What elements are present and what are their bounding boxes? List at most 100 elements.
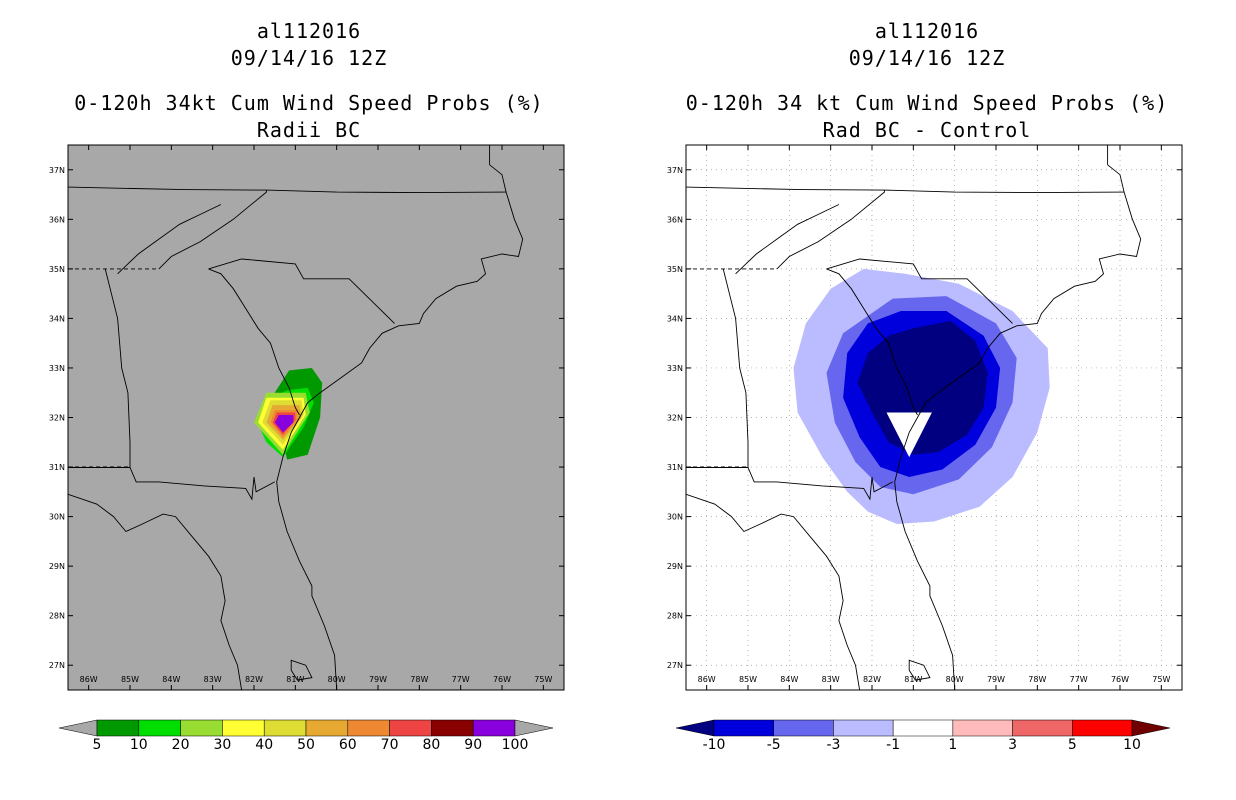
- lake-okeechobee: [908, 659, 931, 681]
- left-title-date: 09/14/16 12Z: [230, 46, 388, 70]
- left-title-storm: al112016: [256, 19, 362, 43]
- boundary-line-2: [894, 164, 1142, 690]
- lon-label-76W: 76W: [493, 675, 511, 684]
- lat-label-33N: 33N: [49, 364, 65, 373]
- left-colorbar-swatch-10: [472, 719, 516, 737]
- lat-label-30N: 30N: [667, 513, 683, 522]
- lon-label-78W: 78W: [1028, 675, 1046, 684]
- lat-label-35N: 35N: [49, 265, 65, 274]
- lon-label-86W: 86W: [698, 675, 716, 684]
- left-colorbar-label-4: 30: [213, 737, 231, 753]
- lon-label-85W: 85W: [121, 675, 139, 684]
- left-colorbar-swatch-7: [347, 719, 390, 737]
- lat-label-33N: 33N: [667, 364, 683, 373]
- lon-label-78W: 78W: [410, 675, 428, 684]
- lon-label-80W: 80W: [328, 675, 346, 684]
- left-colorbar-label-6: 50: [297, 737, 315, 753]
- left-colorbar-swatch-8: [389, 719, 432, 737]
- lon-label-80W: 80W: [946, 675, 964, 684]
- lon-label-79W: 79W: [369, 675, 387, 684]
- right-title-product: 0-120h 34 kt Cum Wind Speed Probs (%): [685, 91, 1169, 115]
- left-colorbar-swatch-6: [305, 719, 349, 737]
- left-colorbar-label-10: 90: [464, 737, 482, 753]
- left-colorbar-swatch-4: [222, 719, 265, 737]
- lon-label-77W: 77W: [452, 675, 470, 684]
- lon-label-83W: 83W: [822, 675, 840, 684]
- right-colorbar-label-5: 1: [948, 737, 957, 753]
- left-title-experiment: Radii BC: [256, 118, 362, 142]
- right-colorbar-label-6: 3: [1008, 737, 1017, 753]
- left-colorbar-over-triangle: [514, 719, 554, 737]
- left-colorbar-swatch-9: [431, 719, 474, 737]
- lon-label-82W: 82W: [863, 675, 881, 684]
- right-colorbar-swatch-7: [1072, 719, 1133, 737]
- lat-label-29N: 29N: [667, 562, 683, 571]
- left-colorbar-label-2: 10: [130, 737, 148, 753]
- boundary-line-10: [117, 204, 222, 275]
- boundary-line-10: [735, 204, 840, 275]
- probability-contour-9: [274, 415, 294, 433]
- left-colorbar-label-3: 20: [172, 737, 190, 753]
- left-title-product: 0-120h 34kt Cum Wind Speed Probs (%): [74, 91, 544, 115]
- right-colorbar-swatch-5: [952, 719, 1013, 737]
- boundary-line-9: [686, 186, 1125, 194]
- right-colorbar-swatch-1: [713, 719, 774, 737]
- boundary-line-6: [826, 268, 918, 416]
- lon-label-75W: 75W: [1152, 675, 1170, 684]
- lat-label-37N: 37N: [49, 166, 65, 175]
- left-colorbar-swatch-3: [180, 719, 223, 737]
- lon-label-81W: 81W: [904, 675, 922, 684]
- boundary-line-9: [68, 186, 507, 194]
- right-colorbar-swatch-2: [773, 719, 834, 737]
- boundary-line-6: [208, 268, 300, 416]
- left-panel: al112016 09/14/16 12Z 0-120h 34kt Cum Wi…: [49, 19, 565, 753]
- right-title-storm: al112016: [874, 19, 980, 43]
- lat-label-29N: 29N: [49, 562, 65, 571]
- boundary-line-1: [686, 493, 861, 690]
- boundary-line-1: [68, 493, 243, 690]
- right-map: 86W 85W 84W 83W 82W 81W 80W 79W 78W 77W 76W 75W 37N 3…: [667, 144, 1183, 753]
- boundary-line-7: [826, 258, 1013, 324]
- lon-label-84W: 84W: [780, 675, 798, 684]
- lat-label-36N: 36N: [667, 215, 683, 224]
- lat-label-34N: 34N: [49, 314, 65, 323]
- lat-label-28N: 28N: [667, 612, 683, 621]
- lat-label-28N: 28N: [49, 612, 65, 621]
- right-colorbar-label-3: -3: [826, 737, 840, 753]
- boundary-line-7: [208, 258, 395, 324]
- left-colorbar-label-8: 70: [381, 737, 399, 753]
- boundary-line-2: [276, 164, 524, 690]
- lon-label-84W: 84W: [162, 675, 180, 684]
- lat-label-36N: 36N: [49, 215, 65, 224]
- right-colorbar-swatch-6: [1012, 719, 1073, 737]
- lon-label-79W: 79W: [987, 675, 1005, 684]
- lon-label-75W: 75W: [534, 675, 552, 684]
- boundary-line-8: [776, 190, 885, 270]
- lon-label-81W: 81W: [286, 675, 304, 684]
- right-colorbar-label-4: -1: [886, 737, 900, 753]
- lon-label-86W: 86W: [80, 675, 98, 684]
- lon-label-83W: 83W: [204, 675, 222, 684]
- left-colorbar-swatch-5: [263, 719, 307, 737]
- left-map: 86W 85W 84W 83W 82W 81W 80W 79W 78W 77W 76W 75W 37N 3…: [49, 144, 565, 753]
- lat-label-35N: 35N: [667, 265, 683, 274]
- boundary-line-4: [686, 467, 893, 501]
- difference-contour-4: [857, 320, 988, 455]
- left-colorbar-under-triangle: [58, 719, 98, 737]
- right-colorbar-under-triangle: [675, 719, 715, 737]
- boundary-line-8: [158, 190, 267, 270]
- difference-contour-5: [886, 412, 932, 458]
- lat-label-27N: 27N: [49, 661, 65, 670]
- left-colorbar-swatch-1: [96, 719, 140, 737]
- lon-label-76W: 76W: [1111, 675, 1129, 684]
- right-panel: al112016 09/14/16 12Z 0-120h 34 kt Cum W…: [618, 0, 1236, 800]
- lake-okeechobee: [290, 659, 313, 681]
- lat-label-32N: 32N: [49, 414, 65, 423]
- right-colorbar-label-2: -5: [767, 737, 781, 753]
- right-colorbar-swatch-3: [833, 719, 894, 737]
- right-colorbar-over-triangle: [1131, 719, 1171, 737]
- right-colorbar-label-8: 10: [1123, 737, 1141, 753]
- lat-label-31N: 31N: [667, 463, 683, 472]
- right-title-date: 09/14/16 12Z: [848, 46, 1006, 70]
- right-colorbar-label-1: -10: [703, 737, 726, 753]
